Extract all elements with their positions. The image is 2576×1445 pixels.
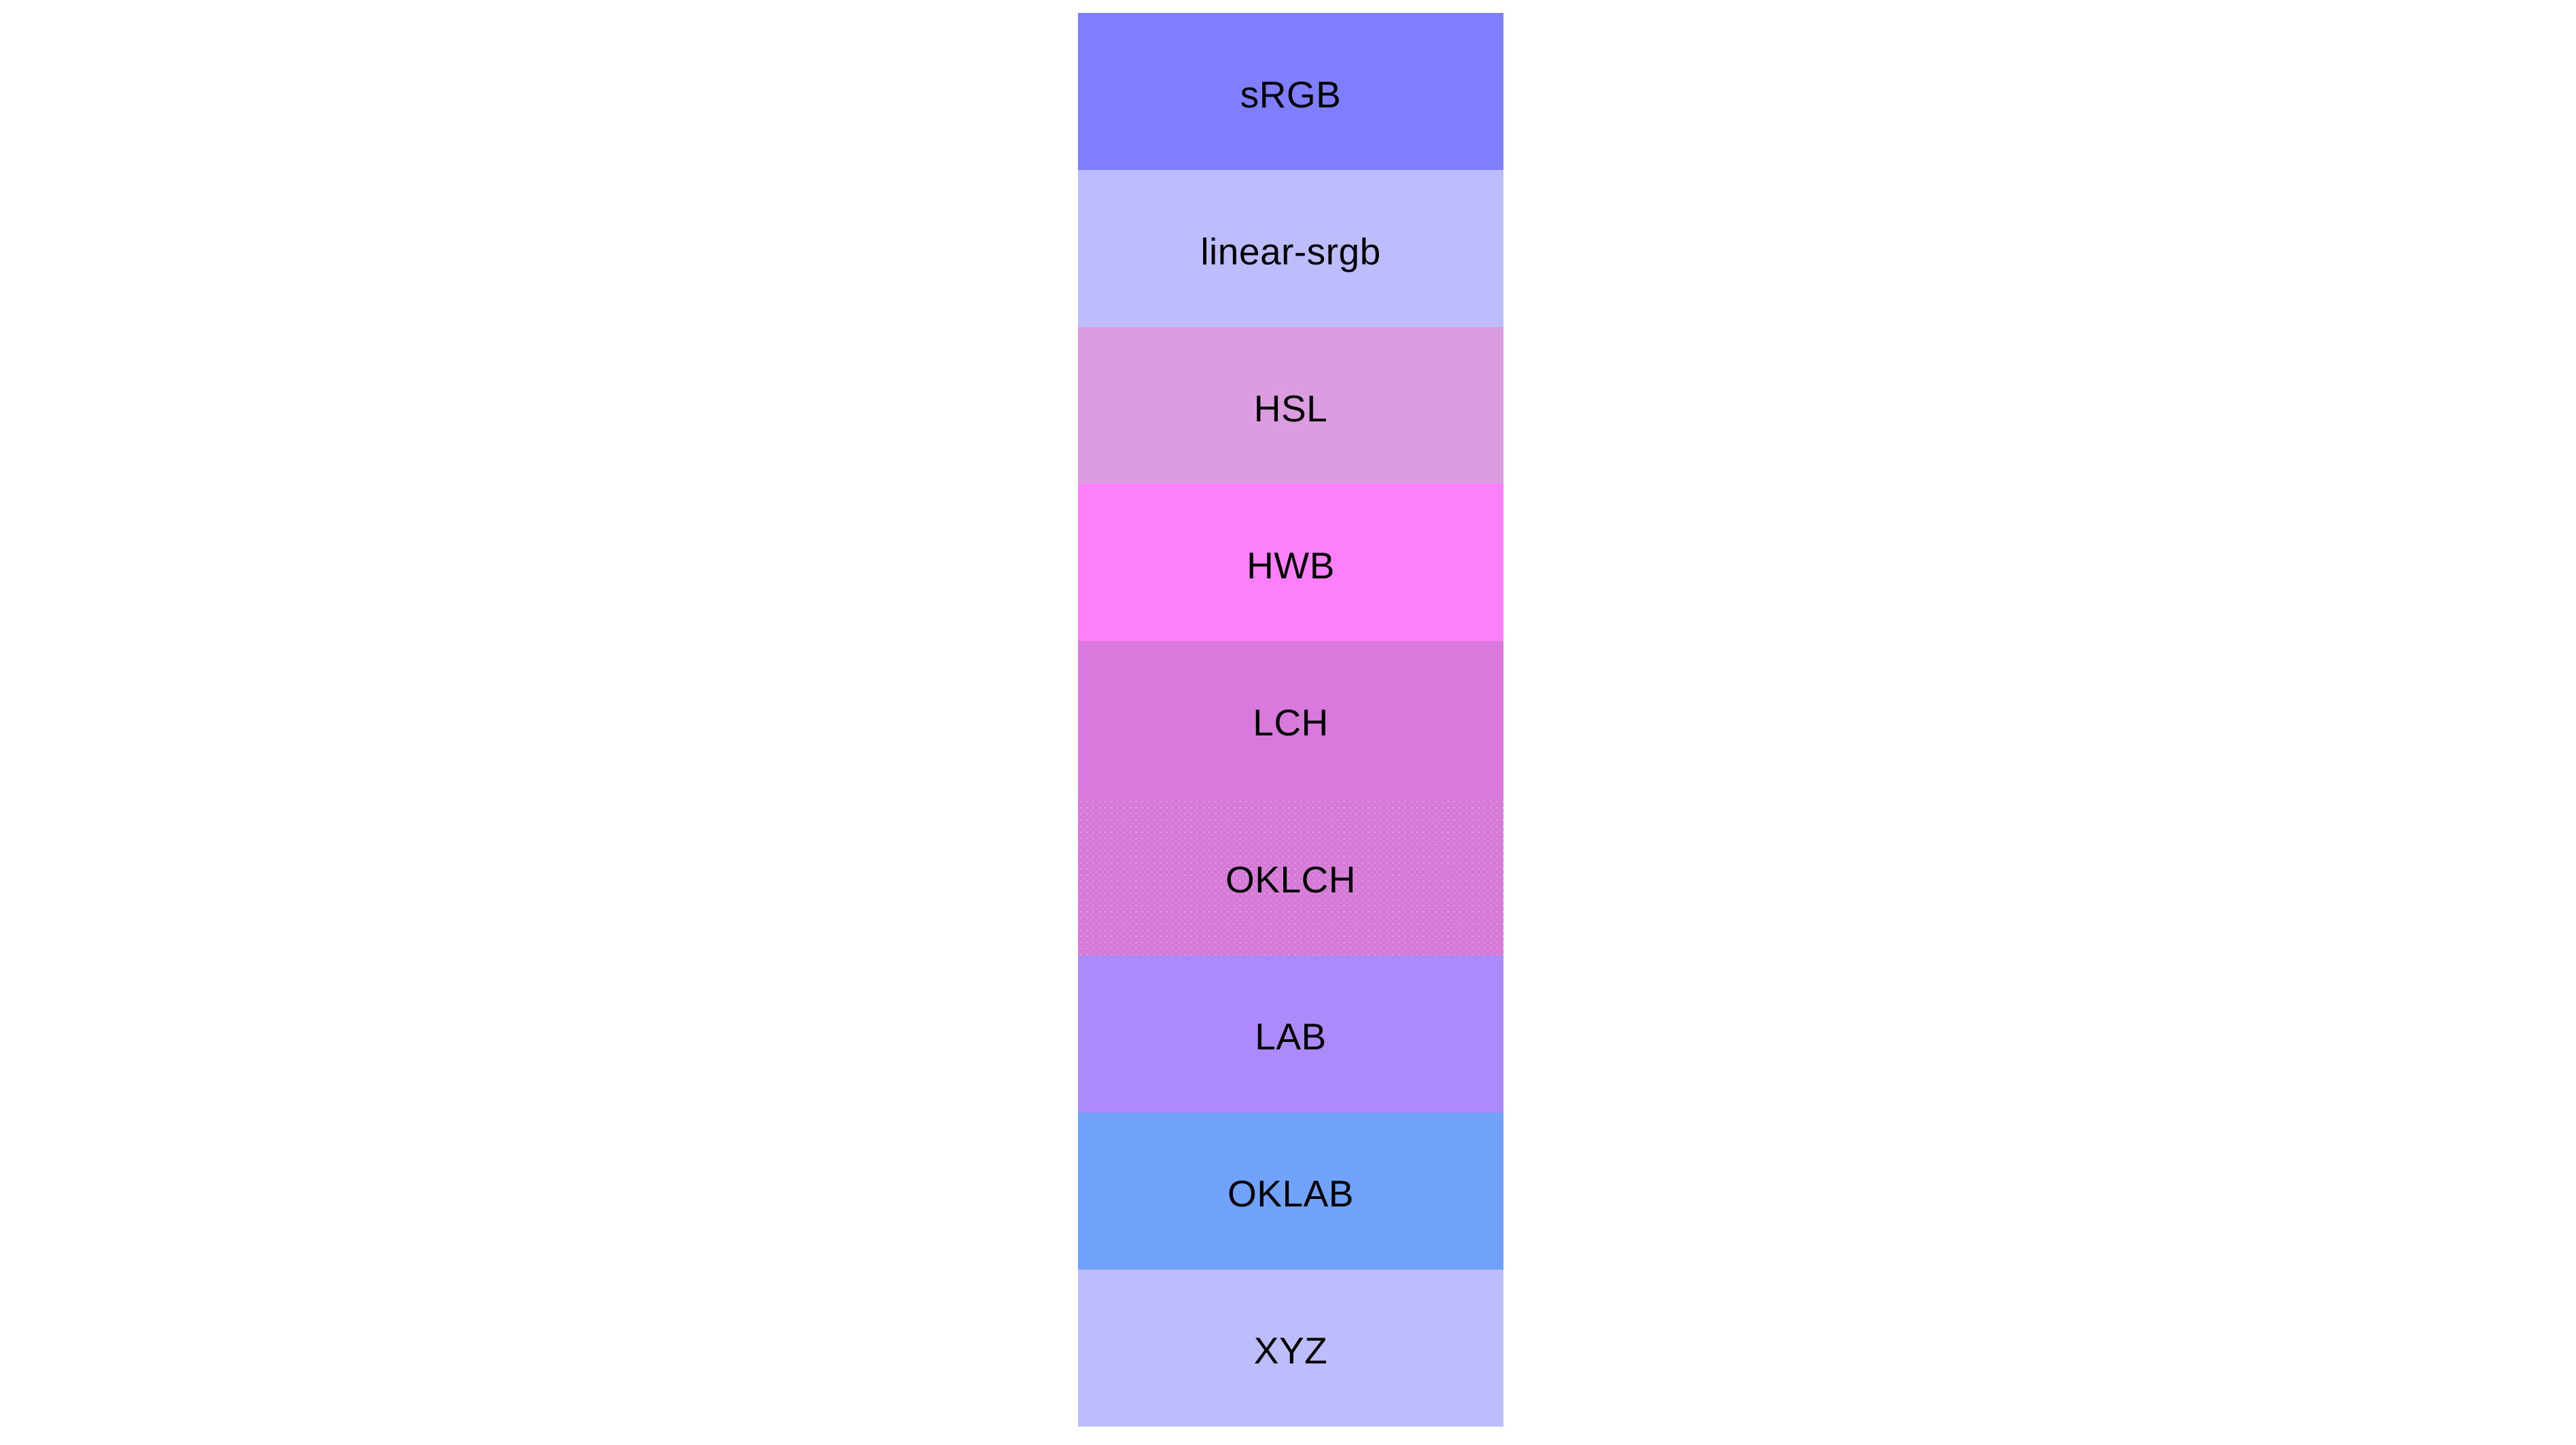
color-swatch-oklab: OKLAB	[1078, 1112, 1503, 1270]
swatch-label: sRGB	[1240, 73, 1342, 116]
color-space-swatch-column: sRGB linear-srgb HSL HWB LCH OKLCH LAB OKLAB XYZ	[1078, 13, 1503, 1427]
swatch-label: LAB	[1255, 1015, 1327, 1058]
swatch-label: HSL	[1253, 387, 1328, 430]
swatch-label: OKLAB	[1228, 1172, 1354, 1215]
swatch-label: linear-srgb	[1200, 230, 1381, 273]
color-swatch-lab: LAB	[1078, 955, 1503, 1113]
color-swatch-oklch: OKLCH	[1078, 799, 1503, 956]
color-swatch-lch: LCH	[1078, 641, 1503, 799]
color-swatch-hwb: HWB	[1078, 484, 1503, 642]
color-swatch-srgb: sRGB	[1078, 13, 1503, 171]
color-swatch-linear-srgb: linear-srgb	[1078, 170, 1503, 328]
swatch-label: LCH	[1253, 701, 1329, 744]
swatch-label: HWB	[1247, 544, 1335, 587]
swatch-label: XYZ	[1253, 1329, 1328, 1372]
color-swatch-xyz: XYZ	[1078, 1269, 1503, 1427]
swatch-label: OKLCH	[1225, 858, 1356, 901]
color-swatch-hsl: HSL	[1078, 327, 1503, 485]
